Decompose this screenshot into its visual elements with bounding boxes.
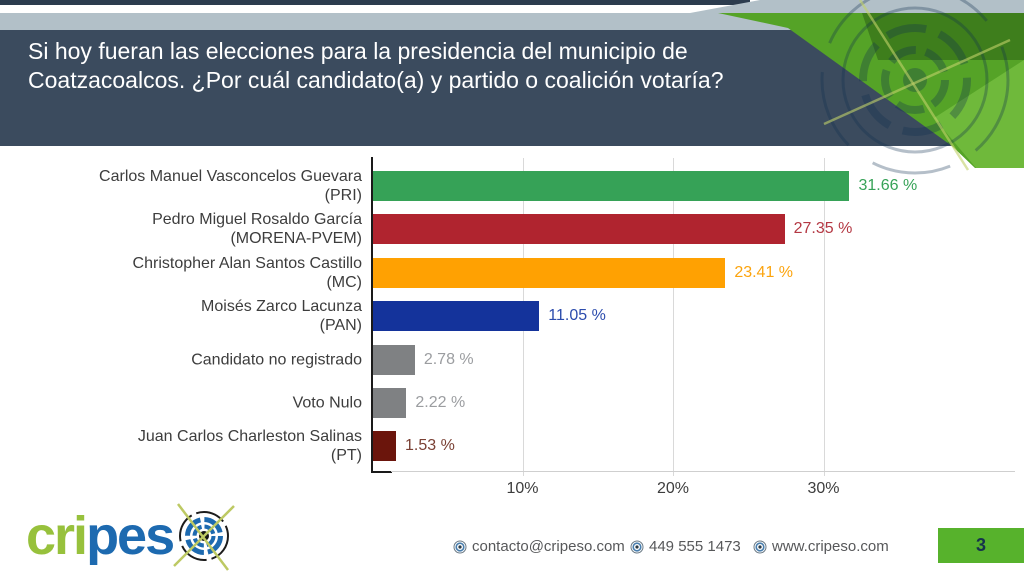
bar <box>373 344 415 375</box>
value-label: 31.66 % <box>858 177 918 194</box>
value-label: 23.41 % <box>734 263 794 281</box>
x-axis-baseline <box>391 471 1015 472</box>
bullseye-icon <box>630 540 644 553</box>
contact-website-text: www.cripeso.com <box>772 538 889 555</box>
value-label: 2.22 % <box>415 394 466 411</box>
category-label: Moisés Zarco Lacunza (PAN) <box>201 298 362 335</box>
value-label: 2.78 % <box>423 350 474 368</box>
bar <box>373 431 397 462</box>
slide-title: Si hoy fueran las elecciones para la pre… <box>28 38 724 93</box>
category-label: Candidato no registrado <box>191 351 362 369</box>
gridline <box>823 158 825 476</box>
contact-website: www.cripeso.com <box>753 538 889 555</box>
chart-row: Christopher Alan Santos Castillo (MC) 23.4… <box>0 251 1024 295</box>
x-axis-tick-label: 10% <box>506 480 539 497</box>
chart-row: Pedro Miguel Rosaldo García (MORENA-PVEM)… <box>0 207 1024 251</box>
x-axis-tick-label: 20% <box>656 480 690 497</box>
bar <box>373 257 726 288</box>
value-label: 27.35 % <box>793 220 853 238</box>
chart-row: Moisés Zarco Lacunza (PAN) 11.05 % <box>0 294 1024 338</box>
bullseye-icon <box>173 503 236 571</box>
bar <box>373 171 850 201</box>
logo-text: cripes <box>26 506 175 566</box>
bullseye-icon <box>453 540 467 553</box>
category-label: Voto Nulo <box>292 394 362 412</box>
gridline <box>673 158 674 476</box>
contact-phone: 449 555 1473 <box>630 538 741 555</box>
category-label: Carlos Manuel Vasconcelos Guevara (PRI) <box>99 168 362 204</box>
chart-row: Carlos Manuel Vasconcelos Guevara (PRI) 31… <box>0 164 1024 208</box>
category-label: Christopher Alan Santos Castillo (MC) <box>132 254 362 291</box>
bar <box>373 301 540 332</box>
chart-row: Voto Nulo 2.22 % <box>0 381 1024 425</box>
x-axis-origin-line <box>371 471 392 473</box>
chart-row: Juan Carlos Charleston Salinas (PT) 1.53 % <box>0 424 1024 468</box>
contact-email: contacto@cripeso.com <box>453 538 625 555</box>
logo-text-blue: pes <box>86 506 175 566</box>
value-label: 1.53 % <box>405 437 455 455</box>
contact-email-text: contacto@cripeso.com <box>472 538 625 555</box>
value-label: 11.05 % <box>548 307 606 325</box>
bar <box>373 388 407 418</box>
contact-phone-text: 449 555 1473 <box>649 538 741 555</box>
category-label: Juan Carlos Charleston Salinas (PT) <box>137 428 362 465</box>
category-label: Pedro Miguel Rosaldo García (MORENA-PVEM) <box>152 211 362 248</box>
top-accent-strip <box>0 0 750 5</box>
bullseye-icon <box>753 540 767 553</box>
bar <box>373 214 785 245</box>
chart-row: Candidato no registrado 2.78 % <box>0 338 1024 382</box>
cripeso-logo: cripes <box>26 500 239 572</box>
logo-text-green: cri <box>26 506 88 566</box>
page-number-badge: 3 <box>938 528 1024 563</box>
y-axis-line <box>371 157 373 473</box>
x-axis-tick-label: 30% <box>807 480 840 497</box>
